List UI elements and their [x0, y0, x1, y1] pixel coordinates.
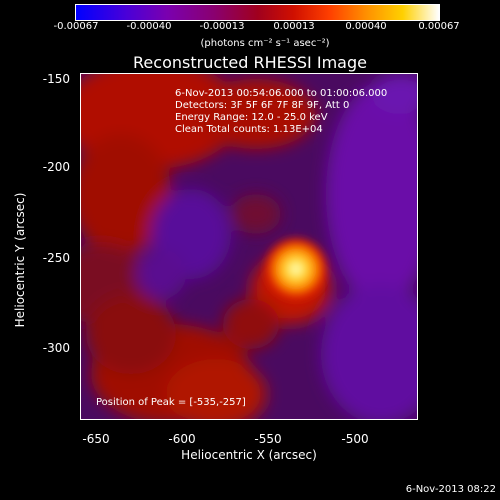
y-axis-label: Heliocentric Y (arcsec): [13, 192, 27, 328]
image-title: Reconstructed RHESSI Image: [133, 53, 367, 72]
timestamp: 6-Nov-2013 08:22: [405, 484, 496, 495]
colorbar-tick-label: 0.00067: [418, 21, 460, 32]
colorbar-unit-label: (photons cm⁻² s⁻¹ asec⁻²): [200, 38, 330, 49]
x-tick-label: -600: [168, 432, 196, 446]
colorbar: [75, 4, 440, 21]
x-tick-label: -650: [82, 432, 110, 446]
info-clean-counts: Clean Total counts: 1.13E+04: [175, 124, 323, 135]
image-map: [81, 74, 417, 419]
info-energy-range: Energy Range: 12.0 - 25.0 keV: [175, 112, 328, 123]
info-time-range: 6-Nov-2013 00:54:06.000 to 01:00:06.000: [175, 88, 388, 99]
peak-position-label: Position of Peak = [-535,-257]: [96, 397, 246, 408]
colorbar-tick-label: -0.00040: [126, 21, 172, 32]
y-tick-label: -300: [42, 341, 70, 355]
x-tick-label: -500: [341, 432, 369, 446]
y-tick-label: -200: [42, 160, 70, 174]
colorbar-tick-label: -0.00067: [53, 21, 99, 32]
y-tick-label: -250: [42, 251, 70, 265]
info-detectors: Detectors: 3F 5F 6F 7F 8F 9F, Att 0: [175, 100, 350, 111]
x-axis-label: Heliocentric X (arcsec): [181, 448, 317, 462]
y-tick-label: -150: [42, 72, 70, 86]
colorbar-tick-label: 0.00013: [273, 21, 315, 32]
colorbar-tick-label: -0.00013: [199, 21, 245, 32]
rhessi-image: 6-Nov-2013 00:54:06.000 to 01:00:06.000 …: [80, 73, 418, 420]
x-tick-label: -550: [254, 432, 282, 446]
colorbar-tick-label: 0.00040: [345, 21, 387, 32]
